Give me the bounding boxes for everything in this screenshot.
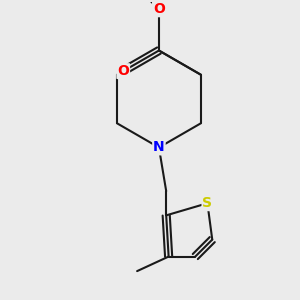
Text: O: O	[153, 2, 165, 16]
Text: O: O	[117, 64, 129, 78]
Text: S: S	[202, 196, 212, 210]
Text: N: N	[153, 140, 165, 154]
